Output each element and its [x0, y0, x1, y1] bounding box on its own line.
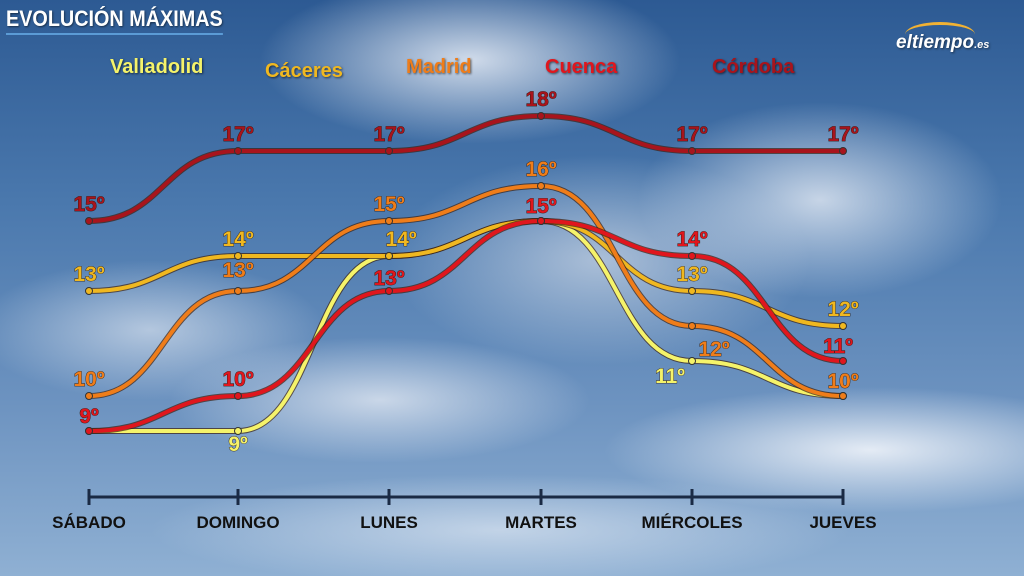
data-label: 15º [525, 195, 556, 218]
data-point [688, 322, 696, 330]
data-point [537, 112, 545, 120]
logo-text: eltiempo [896, 32, 975, 53]
x-tick-label: MARTES [505, 513, 577, 532]
data-label: 17º [827, 123, 858, 146]
data-label: 14º [385, 228, 416, 251]
data-point [537, 217, 545, 225]
data-label: 14º [222, 228, 253, 251]
data-point [839, 357, 847, 365]
legend-caceres: Cáceres [265, 60, 343, 82]
chart-title: EVOLUCIÓN MÁXIMAS [6, 6, 223, 35]
series-line-caceres [88, 218, 844, 328]
data-label: 12º [698, 338, 729, 361]
data-label: 12º [827, 298, 858, 321]
data-point [85, 392, 93, 400]
data-label: 15º [373, 193, 404, 216]
data-label: 13º [222, 259, 253, 282]
data-point [688, 252, 696, 260]
data-point [85, 287, 93, 295]
data-label: 15º [73, 193, 104, 216]
logo: eltiempo.es [896, 32, 989, 54]
logo-suffix: .es [974, 39, 990, 51]
legend-cuenca: Cuenca [545, 56, 618, 78]
data-label: 14º [676, 228, 707, 251]
data-point [85, 217, 93, 225]
data-point [688, 357, 696, 365]
data-point [839, 322, 847, 330]
data-point [234, 392, 242, 400]
data-point [385, 287, 393, 295]
data-point [688, 287, 696, 295]
data-point [85, 427, 93, 435]
legend-cordoba: Córdoba [712, 56, 795, 78]
data-point [537, 182, 545, 190]
data-label: 10º [222, 368, 253, 391]
data-point [839, 392, 847, 400]
data-point [385, 147, 393, 155]
legend-valladolid: Valladolid [110, 56, 204, 78]
data-label: 16º [525, 158, 556, 181]
data-point [234, 252, 242, 260]
data-label: 9º [228, 433, 248, 456]
data-point [234, 427, 242, 435]
data-label: 11º [655, 365, 685, 388]
data-label: 17º [373, 123, 404, 146]
data-label: 9º [79, 405, 99, 428]
x-tick-label: DOMINGO [196, 513, 279, 532]
x-tick-label: JUEVES [809, 513, 876, 532]
data-label: 13º [73, 263, 104, 286]
data-label: 17º [676, 123, 707, 146]
data-point [688, 147, 696, 155]
data-point [234, 147, 242, 155]
data-point [234, 287, 242, 295]
data-point [839, 147, 847, 155]
series-line-madrid [88, 183, 844, 398]
x-tick-label: SÁBADO [52, 513, 126, 532]
data-label: 13º [373, 267, 404, 290]
data-label: 13º [676, 263, 707, 286]
data-label: 11º [823, 335, 853, 358]
series-line-cuenca [88, 218, 844, 433]
legend-madrid: Madrid [406, 56, 472, 78]
data-label: 10º [73, 368, 104, 391]
data-label: 18º [525, 88, 556, 111]
data-point [385, 252, 393, 260]
data-label: 17º [222, 123, 253, 146]
x-tick-label: MIÉRCOLES [641, 513, 742, 532]
data-label: 10º [827, 370, 858, 393]
series-line-cordoba [88, 113, 843, 223]
data-point [385, 217, 393, 225]
logo-cloud-icon [905, 22, 975, 47]
x-tick-label: LUNES [360, 513, 418, 532]
